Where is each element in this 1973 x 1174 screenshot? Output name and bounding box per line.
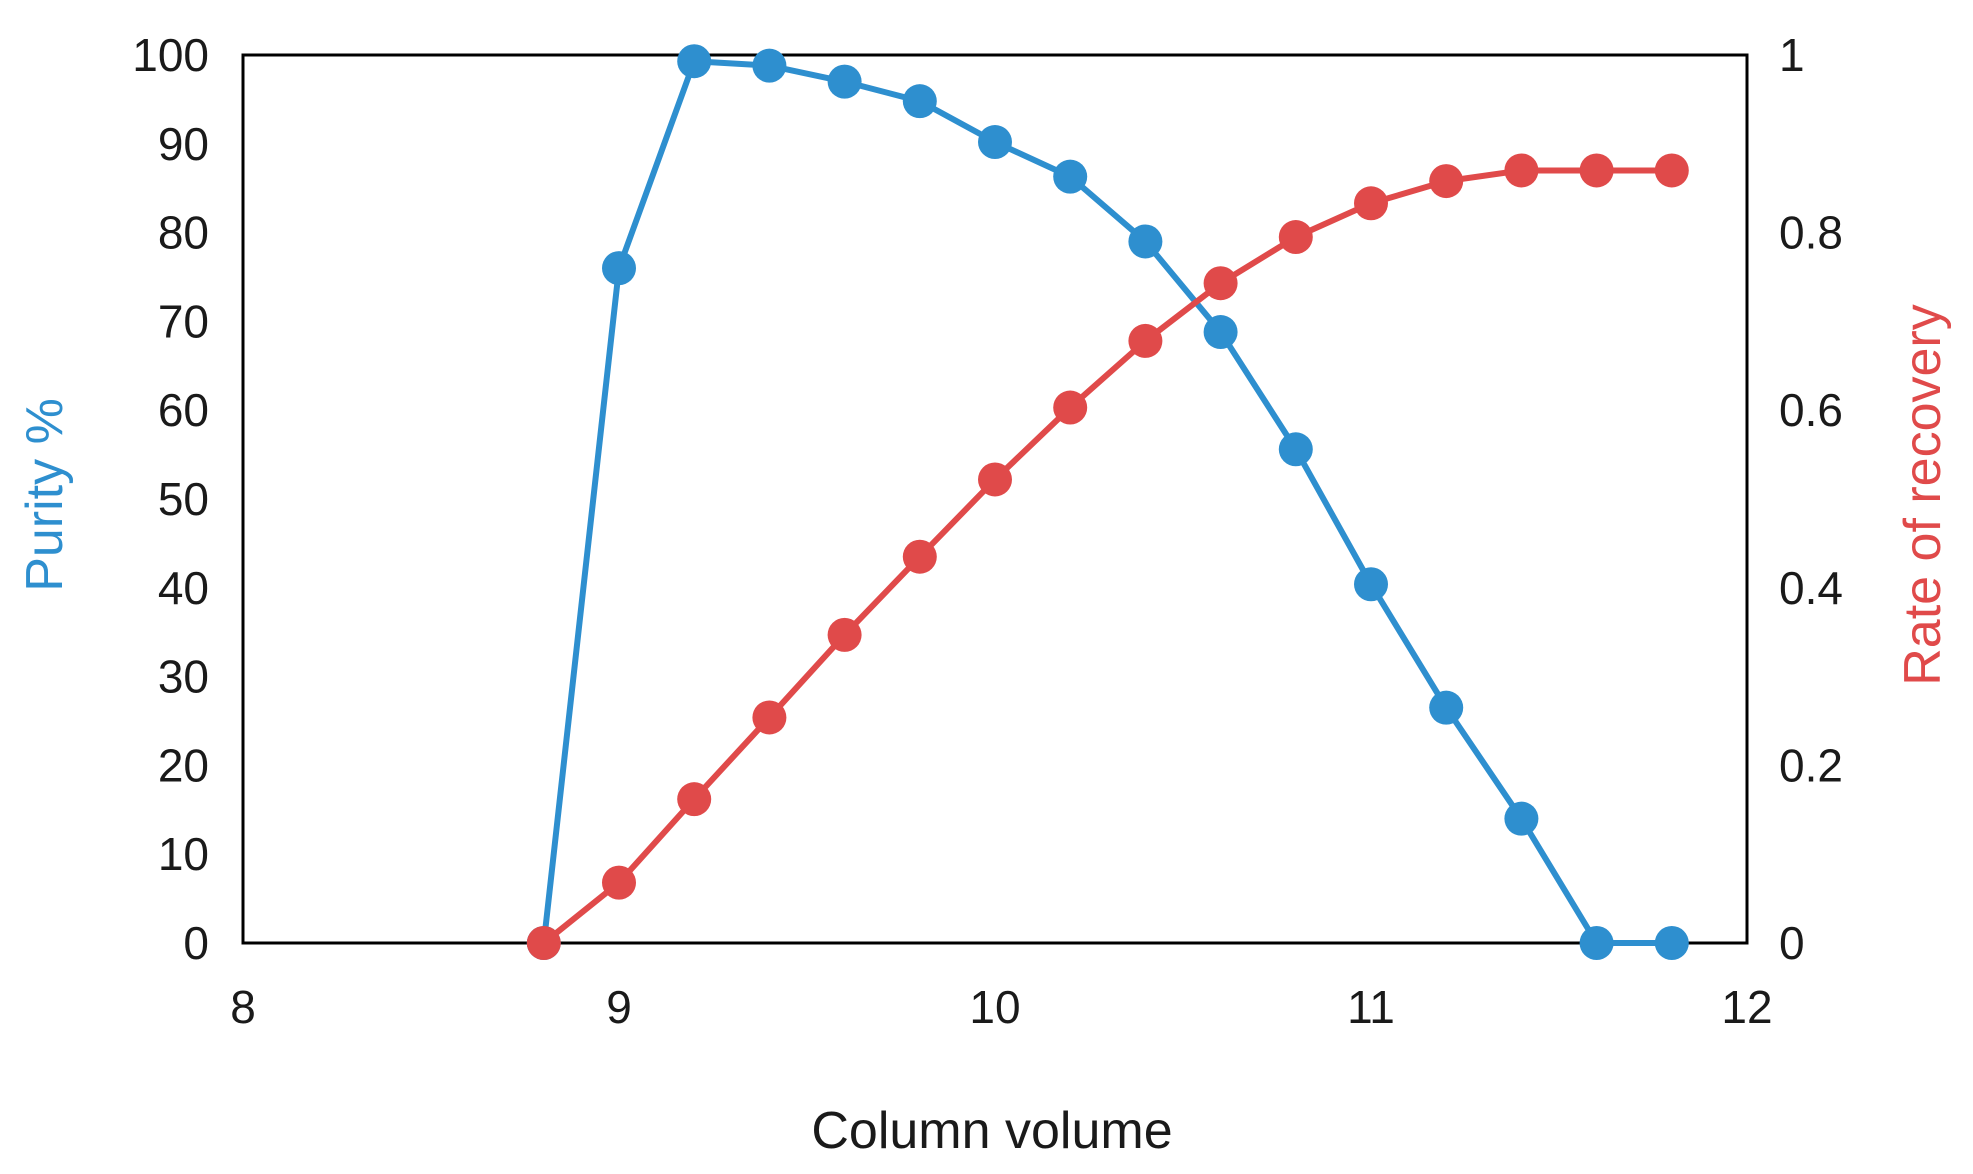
purity-point <box>827 64 862 99</box>
recovery-point <box>827 617 862 652</box>
recovery-point <box>1579 153 1614 188</box>
purity-point <box>1278 432 1313 467</box>
y-tick-label: 60 <box>158 384 209 436</box>
recovery-point <box>602 865 636 900</box>
purity-point <box>1654 926 1689 960</box>
left-axis-ticks: 0 10 20 30 40 50 60 70 80 90 100 <box>132 29 209 969</box>
right-axis-title: Rate of recovery <box>1894 304 1952 686</box>
recovery-point <box>1203 266 1238 301</box>
recovery-point <box>902 539 937 574</box>
y-tick-label: 100 <box>132 29 209 81</box>
x-tick-label: 9 <box>606 981 632 1033</box>
recovery-line <box>541 167 1672 946</box>
recovery-point <box>526 926 561 960</box>
purity-point <box>902 84 937 119</box>
y-tick-label: 90 <box>158 118 209 170</box>
plot-border <box>241 53 1749 945</box>
y-tick-label: 0 <box>183 917 209 969</box>
left-axis-title: Purity % <box>16 398 74 592</box>
purity-point <box>1579 926 1614 960</box>
x-axis-title: Column volume <box>811 1102 1172 1160</box>
recovery-series <box>526 153 1689 960</box>
purity-point <box>1504 801 1539 836</box>
y-tick-label: 40 <box>158 562 209 614</box>
x-tick-label: 8 <box>230 981 256 1033</box>
y2-tick-label: 0.6 <box>1779 384 1843 436</box>
purity-point <box>1203 315 1238 350</box>
purity-point <box>752 48 787 83</box>
recovery-point <box>1654 153 1689 188</box>
y-tick-label: 80 <box>158 207 209 259</box>
y-tick-label: 30 <box>158 651 209 703</box>
recovery-point <box>677 782 712 817</box>
y-tick-label: 50 <box>158 473 209 525</box>
purity-point <box>1354 567 1388 602</box>
purity-point <box>1429 690 1464 725</box>
recovery-point <box>1128 323 1163 358</box>
series-layer <box>526 44 1689 960</box>
y-tick-label: 70 <box>158 295 209 347</box>
purity-point <box>1128 224 1163 259</box>
recovery-point <box>1278 220 1313 255</box>
recovery-point <box>1429 164 1464 199</box>
purity-point <box>978 125 1012 160</box>
y2-tick-label: 1 <box>1779 29 1805 81</box>
plot-frame <box>241 53 1749 945</box>
x-tick-label: 11 <box>1347 981 1395 1033</box>
recovery-point <box>752 700 787 735</box>
purity-point <box>677 44 712 79</box>
recovery-point <box>1504 153 1539 188</box>
right-axis-ticks: 0 0.2 0.4 0.6 0.8 1 <box>1779 29 1843 969</box>
y2-tick-label: 0.4 <box>1779 562 1843 614</box>
purity-point <box>602 251 636 286</box>
y2-tick-label: 0.8 <box>1779 207 1843 259</box>
y-tick-label: 20 <box>158 739 209 791</box>
purity-line <box>540 58 1672 946</box>
purity-series <box>526 44 1689 960</box>
y-tick-label: 10 <box>158 828 209 880</box>
y2-tick-label: 0 <box>1779 917 1805 969</box>
x-tick-label: 12 <box>1721 981 1772 1033</box>
x-axis-ticks: 8 9 10 11 12 <box>230 981 1772 1033</box>
x-tick-label: 10 <box>969 981 1020 1033</box>
recovery-point <box>1053 390 1088 425</box>
recovery-point <box>1354 186 1388 221</box>
purity-point <box>1053 159 1088 194</box>
recovery-point <box>978 462 1012 497</box>
y2-tick-label: 0.2 <box>1779 739 1843 791</box>
